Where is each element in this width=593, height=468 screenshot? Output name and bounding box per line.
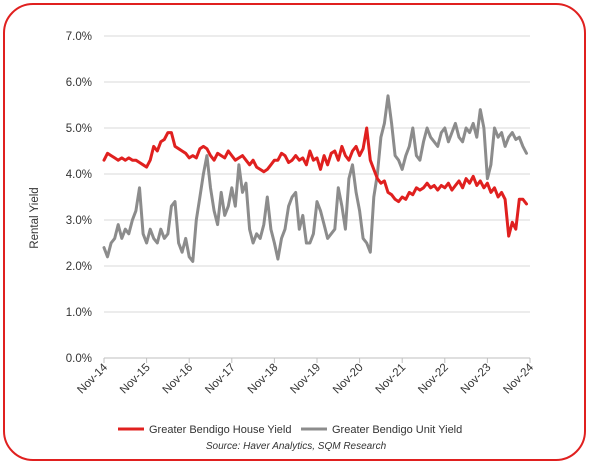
x-axis-ticks: Nov-14 Nov-15 Nov-16 Nov-17 Nov-18 Nov-19 Nov-… (75, 361, 536, 396)
y-axis-label: Rental Yield (29, 187, 41, 248)
legend: Greater Bendigo House Yield Greater Bend… (118, 424, 462, 436)
x-tick-label: Nov-21 (374, 362, 409, 397)
x-tick-label: Nov-17 (203, 362, 238, 397)
house-yield-line (102, 126, 528, 238)
legend-label-house: Greater Bendigo House Yield (149, 424, 291, 436)
x-tick-label: Nov-16 (161, 362, 196, 397)
y-tick-label: 1.0% (66, 307, 92, 319)
y-tick-label: 4.0% (66, 169, 92, 181)
y-tick-label: 5.0% (66, 123, 92, 135)
y-tick-label: 7.0% (66, 31, 92, 43)
y-tick-label: 2.0% (66, 261, 92, 273)
x-tick-label: Nov-23 (459, 362, 494, 397)
x-tick-label: Nov-19 (288, 362, 323, 397)
series-lines (102, 94, 528, 263)
x-axis (103, 357, 531, 363)
x-tick-label: Nov-20 (331, 362, 366, 397)
source-note: Source: Haver Analytics, SQM Research (206, 441, 387, 452)
x-tick-label: Nov-22 (416, 362, 451, 397)
y-tick-label: 0.0% (66, 353, 92, 365)
y-axis-ticks: 0.0% 1.0% 2.0% 3.0% 4.0% 5.0% 6.0% 7.0% (66, 31, 92, 365)
x-tick-label: Nov-18 (246, 362, 281, 397)
x-tick-label: Nov-14 (75, 361, 110, 396)
x-tick-label: Nov-24 (501, 361, 536, 396)
grid-lines (104, 35, 530, 313)
chart-frame (3, 3, 586, 461)
unit-yield-line (102, 94, 528, 263)
y-tick-label: 3.0% (66, 215, 92, 227)
y-tick-label: 6.0% (66, 77, 92, 89)
x-tick-label: Nov-15 (118, 362, 153, 397)
legend-label-unit: Greater Bendigo Unit Yield (332, 424, 462, 436)
